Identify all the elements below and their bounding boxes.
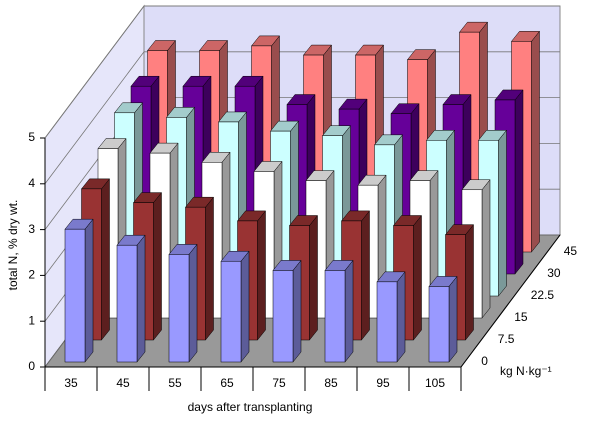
x-tick-label: 35: [64, 376, 78, 390]
z-tick-label: 30: [547, 266, 561, 280]
bar-group: [272, 259, 302, 363]
z-tick-label: 7.5: [498, 332, 515, 346]
bar-side: [448, 275, 458, 363]
bar-side: [465, 223, 474, 341]
bar-side: [413, 214, 422, 341]
bar-group: [116, 234, 146, 363]
bar-side: [361, 210, 370, 341]
bar-side: [84, 218, 94, 363]
z-tick-label: 22.5: [531, 288, 555, 302]
y-tick-label: 0: [28, 359, 35, 373]
bar: [272, 270, 294, 363]
bar-side: [309, 214, 318, 341]
bar-side: [481, 179, 491, 319]
bar: [116, 244, 138, 363]
bar-side: [188, 243, 198, 363]
bar-side: [101, 178, 110, 341]
y-tick-label: 2: [28, 268, 35, 282]
y-tick-label: 3: [28, 222, 35, 236]
y-axis-label: total N, % dry wt.: [6, 200, 20, 291]
bar: [376, 281, 398, 363]
grid-line: [44, 5, 560, 139]
bar-side: [396, 271, 406, 363]
bar-side: [205, 196, 214, 341]
bar-side: [498, 129, 507, 297]
bar-group: [428, 275, 458, 363]
z-tick-label: 15: [514, 310, 528, 324]
y-tick-label: 5: [28, 130, 35, 144]
bar-group: [376, 271, 406, 363]
bar-side: [514, 89, 524, 275]
x-tick-label: 55: [168, 376, 182, 390]
x-tick-label: 95: [376, 376, 390, 390]
z-axis-label: kg N·kg⁻¹: [500, 364, 552, 378]
x-axis-label: days after transplanting: [188, 400, 313, 414]
bar-group: [288, 214, 319, 341]
z-tick-label: 45: [564, 244, 578, 258]
bar-side: [153, 191, 162, 341]
x-tick-label: 75: [272, 376, 286, 390]
x-tick-label: 65: [220, 376, 234, 390]
bar-group: [324, 259, 354, 363]
bar-group: [168, 243, 198, 363]
bar: [168, 254, 190, 363]
bar-side: [292, 259, 302, 363]
z-tick-label: 0: [481, 354, 488, 368]
bar-side: [531, 30, 540, 253]
bar: [324, 270, 346, 363]
y-tick-label: 1: [28, 313, 35, 327]
bar-group: [220, 250, 250, 363]
x-tick-label: 105: [425, 376, 445, 390]
bar-side: [344, 259, 354, 363]
z-axis: [460, 234, 561, 368]
x-tick-label: 85: [324, 376, 338, 390]
x-tick-label: 45: [116, 376, 130, 390]
bar-side: [240, 250, 250, 363]
bar-side: [257, 210, 266, 341]
bar: [428, 286, 450, 363]
bar-side: [136, 234, 146, 363]
bar: [64, 228, 86, 363]
bar: [220, 260, 242, 363]
bar-group: [64, 218, 94, 363]
y-tick-label: 4: [28, 176, 35, 190]
